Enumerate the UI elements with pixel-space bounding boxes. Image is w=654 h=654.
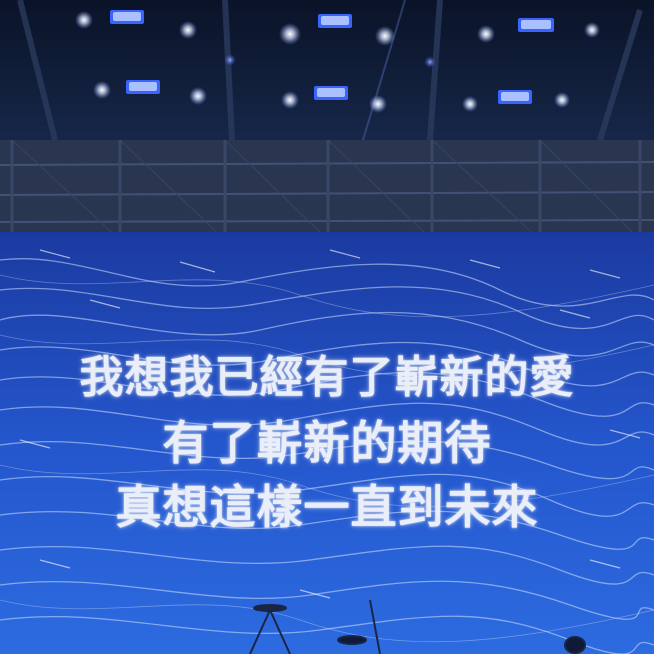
lyric-line-1: 我想我已經有了嶄新的愛 (79, 352, 575, 403)
led-screen (0, 232, 654, 654)
drum-kit-silhouette (249, 599, 586, 654)
screen-wave-pattern (0, 258, 654, 654)
ceiling-truss (17, 0, 643, 141)
lyric-line-2: 有了嶄新的期待 (162, 416, 492, 470)
blue-stage-lights (110, 10, 554, 104)
lyric-line-3: 真想這樣一直到未來 (115, 480, 539, 534)
screen-streaks (19, 249, 641, 599)
white-spot-lights (75, 11, 600, 113)
